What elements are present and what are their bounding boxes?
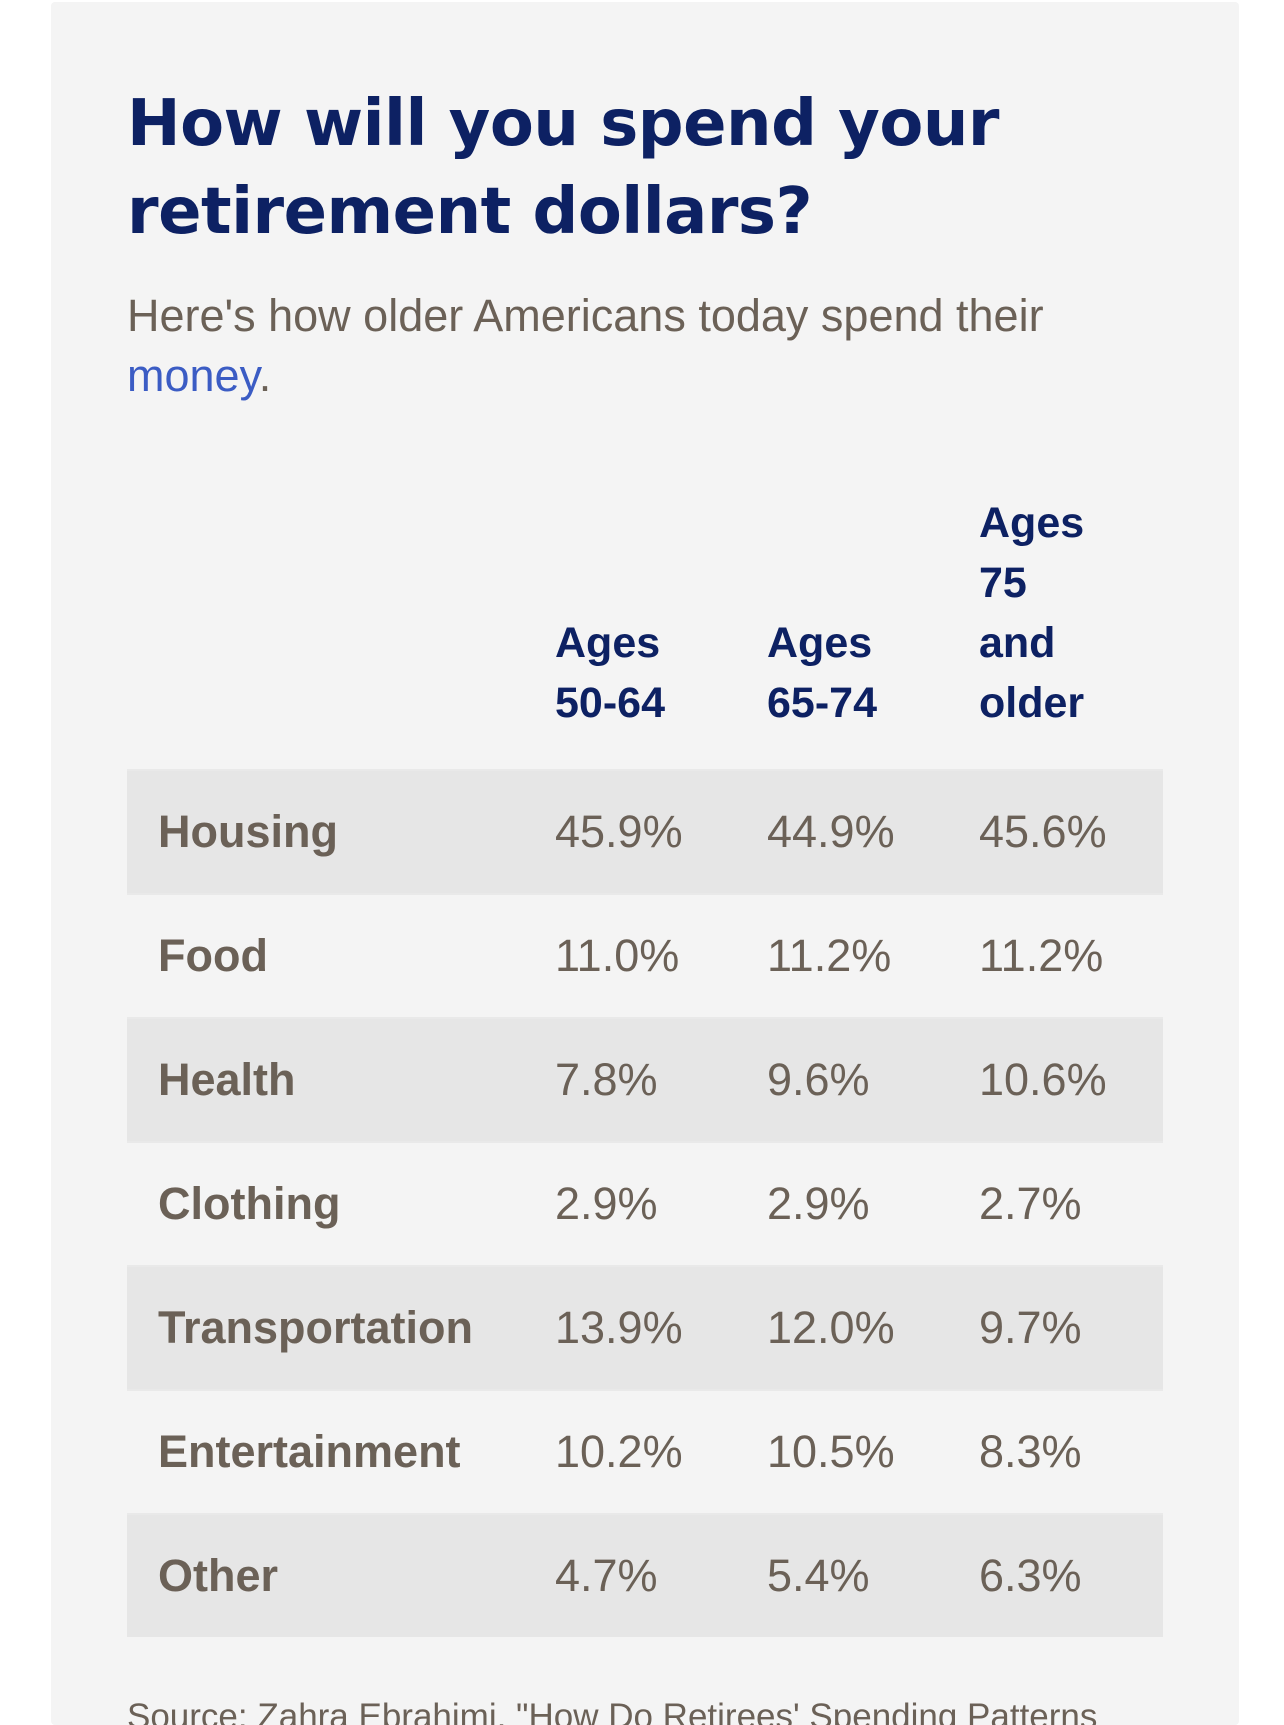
table-row: Health 7.8% 9.6% 10.6% bbox=[127, 1017, 1163, 1141]
table-row: Transportation 13.9% 12.0% 9.7% bbox=[127, 1265, 1163, 1389]
cell-value: 11.0% bbox=[555, 930, 680, 981]
cell-value: 44.9% bbox=[767, 806, 895, 857]
cell-value: 9.7% bbox=[979, 1302, 1082, 1353]
cell-value: 11.2% bbox=[767, 930, 892, 981]
row-label: Health bbox=[158, 1054, 296, 1105]
cell-value: 45.6% bbox=[979, 806, 1107, 857]
column-header: Ages 50-64 bbox=[555, 613, 705, 733]
cell-value: 10.6% bbox=[979, 1054, 1107, 1105]
cell-value: 12.0% bbox=[767, 1302, 895, 1353]
money-link[interactable]: money bbox=[127, 350, 259, 401]
cell-value: 2.9% bbox=[767, 1178, 870, 1229]
row-label: Food bbox=[158, 930, 268, 981]
header-word: Ages bbox=[979, 499, 1085, 547]
header-word: Ages bbox=[555, 619, 661, 667]
column-header: Ages 75 and older bbox=[979, 493, 1129, 733]
cell-value: 6.3% bbox=[979, 1550, 1082, 1601]
title-line-1: How will you spend your bbox=[127, 87, 999, 161]
source-note: Source: Zahra Ebrahimi, "How Do Retirees… bbox=[127, 1697, 1098, 1725]
cell-value: 4.7% bbox=[555, 1550, 658, 1601]
table-row: Food 11.0% 11.2% 11.2% bbox=[127, 893, 1163, 1017]
table-row: Entertainment 10.2% 10.5% 8.3% bbox=[127, 1389, 1163, 1513]
article-card: How will you spend your retirement dolla… bbox=[51, 2, 1239, 1725]
header-word: 75 bbox=[979, 559, 1027, 607]
header-word: and bbox=[979, 619, 1056, 667]
table-row: Other 4.7% 5.4% 6.3% bbox=[127, 1513, 1163, 1637]
cell-value: 5.4% bbox=[767, 1550, 870, 1601]
row-label: Entertainment bbox=[158, 1426, 461, 1477]
cell-value: 2.7% bbox=[979, 1178, 1082, 1229]
cell-value: 2.9% bbox=[555, 1178, 658, 1229]
cell-value: 8.3% bbox=[979, 1426, 1082, 1477]
cell-value: 13.9% bbox=[555, 1302, 683, 1353]
cell-value: 45.9% bbox=[555, 806, 683, 857]
cell-value: 10.2% bbox=[555, 1426, 683, 1477]
cell-value: 9.6% bbox=[767, 1054, 870, 1105]
title-line-2: retirement dollars? bbox=[127, 175, 813, 249]
table-header-row: Ages 50-64 Ages 65-74 Ages 75 and older bbox=[127, 497, 1163, 769]
row-label: Other bbox=[158, 1550, 279, 1601]
table-row: Clothing 2.9% 2.9% 2.7% bbox=[127, 1141, 1163, 1265]
header-word: 65-74 bbox=[767, 679, 877, 727]
subtitle: Here's how older Americans today spend t… bbox=[127, 286, 1163, 406]
column-header: Ages 65-74 bbox=[767, 613, 917, 733]
cell-value: 7.8% bbox=[555, 1054, 658, 1105]
row-label: Transportation bbox=[158, 1302, 474, 1353]
subtitle-text: Here's how older Americans today spend t… bbox=[127, 290, 1044, 341]
header-word: 50-64 bbox=[555, 679, 665, 727]
header-word: Ages bbox=[767, 619, 873, 667]
subtitle-period: . bbox=[258, 350, 272, 401]
table-row: Housing 45.9% 44.9% 45.6% bbox=[127, 769, 1163, 893]
cell-value: 10.5% bbox=[767, 1426, 895, 1477]
row-label: Housing bbox=[158, 806, 338, 857]
page-title: How will you spend your retirement dolla… bbox=[127, 80, 1163, 256]
spending-table: Ages 50-64 Ages 65-74 Ages 75 and older … bbox=[127, 497, 1163, 1637]
row-label: Clothing bbox=[158, 1178, 341, 1229]
header-word: older bbox=[979, 679, 1085, 727]
cell-value: 11.2% bbox=[979, 930, 1104, 981]
